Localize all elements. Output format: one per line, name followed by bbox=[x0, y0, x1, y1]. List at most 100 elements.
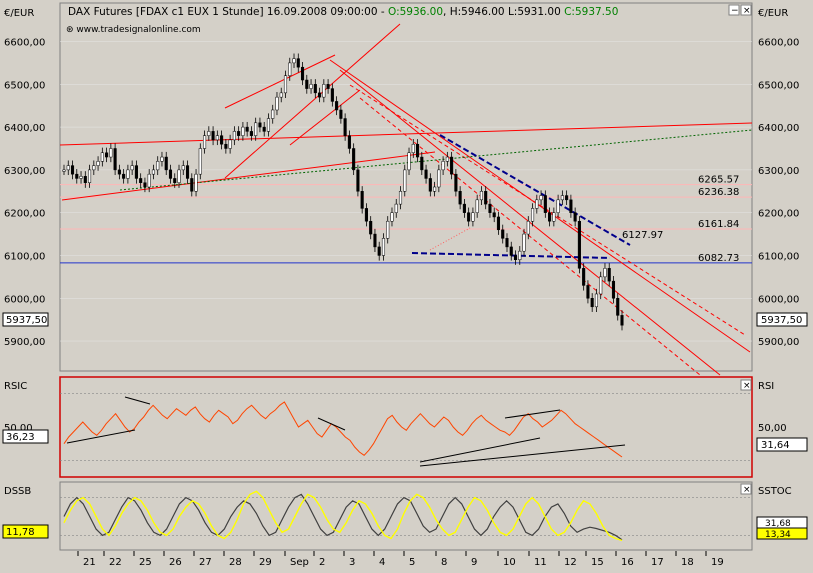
candle-body bbox=[373, 233, 377, 248]
svg-text:−: − bbox=[731, 6, 739, 16]
x-tick-label: 3 bbox=[349, 557, 355, 568]
candle-body bbox=[535, 199, 539, 209]
candle-body bbox=[458, 191, 462, 205]
level-label: 6082.73 bbox=[698, 253, 739, 264]
candle-body bbox=[513, 255, 518, 260]
candle-body bbox=[62, 169, 66, 172]
candle-body bbox=[75, 173, 79, 179]
candle-body bbox=[232, 131, 236, 141]
candle-body bbox=[109, 148, 113, 158]
candle-body bbox=[548, 212, 552, 222]
sstoc-current-right-label-2: 13,34 bbox=[765, 530, 791, 540]
candle-body bbox=[335, 101, 339, 111]
candle-body bbox=[616, 298, 620, 316]
candle-body bbox=[496, 216, 501, 231]
x-tick-label: 11 bbox=[534, 557, 547, 568]
candle-body bbox=[266, 118, 271, 132]
sstoc-title: SSTOC bbox=[758, 486, 792, 497]
candle-body bbox=[360, 191, 364, 209]
candle-body bbox=[96, 161, 100, 166]
candle-body bbox=[305, 79, 309, 89]
dssb-panel[interactable] bbox=[59, 481, 753, 551]
candle-body bbox=[407, 152, 411, 171]
candle-body bbox=[343, 118, 347, 136]
candle-body bbox=[450, 156, 454, 175]
x-tick-label: 8 bbox=[441, 557, 447, 568]
sstoc-current-right-label-1: 31,68 bbox=[765, 519, 791, 529]
candle-body bbox=[126, 169, 130, 179]
candle-body bbox=[620, 315, 624, 326]
rsi-close-button[interactable]: × bbox=[740, 379, 752, 391]
candle-body bbox=[356, 169, 360, 192]
candle-body bbox=[88, 169, 92, 183]
dssb-current-left: 11,78 bbox=[2, 524, 49, 539]
candle-body bbox=[185, 165, 190, 179]
candle-body bbox=[364, 208, 368, 222]
candle-body bbox=[241, 126, 245, 136]
close-button[interactable]: × bbox=[740, 4, 752, 16]
candle-body bbox=[556, 199, 560, 213]
candle-body bbox=[479, 191, 483, 201]
rsi-title: RSIC bbox=[4, 381, 27, 392]
candle-body bbox=[475, 199, 479, 213]
minimize-button[interactable]: − bbox=[728, 4, 740, 16]
x-tick-label: 21 bbox=[83, 557, 96, 568]
dssb-series-line bbox=[63, 490, 623, 542]
svg-text:×: × bbox=[743, 6, 751, 16]
sstoc-current-right: 31,68 13,34 bbox=[756, 516, 808, 540]
last-price-marker-left: 5937,50 bbox=[2, 312, 49, 327]
x-tick-label: 27 bbox=[199, 557, 212, 568]
candle-body bbox=[156, 161, 160, 171]
candle-body bbox=[322, 84, 326, 98]
candle-body bbox=[92, 165, 96, 171]
dssb-close-button[interactable]: × bbox=[740, 483, 752, 495]
dssb-title: DSSB bbox=[4, 486, 31, 497]
candle-body bbox=[526, 220, 530, 235]
last-price-left-label: 5937,50 bbox=[6, 315, 47, 326]
x-tick-label: 10 bbox=[503, 557, 516, 568]
x-tick-label: 25 bbox=[139, 557, 152, 568]
rsi-current-left: 36,23 bbox=[2, 429, 49, 444]
candle-body bbox=[211, 131, 215, 141]
price-tick-left: 6600,00 bbox=[4, 38, 45, 49]
svg-text:×: × bbox=[743, 485, 751, 495]
price-tick-left: 6100,00 bbox=[4, 251, 45, 262]
chart-title: DAX Futures [FDAX c1 EUX 1 Stunde] 16.09… bbox=[68, 6, 618, 18]
candle-body bbox=[70, 165, 75, 175]
candle-body bbox=[318, 92, 322, 98]
level-label: 6236.38 bbox=[698, 187, 739, 198]
x-tick-label: 2 bbox=[319, 557, 325, 568]
price-tick-right: 6000,00 bbox=[758, 294, 799, 305]
candle-body bbox=[522, 233, 526, 252]
candle-body bbox=[181, 165, 185, 171]
candle-body bbox=[594, 293, 598, 308]
candle-body bbox=[190, 178, 194, 192]
candle-body bbox=[330, 88, 334, 102]
candle-body bbox=[403, 169, 407, 192]
candle-body bbox=[300, 66, 305, 81]
candle-body bbox=[509, 246, 513, 256]
candle-body bbox=[386, 220, 390, 239]
price-tick-left: 5900,00 bbox=[4, 337, 45, 348]
candle-body bbox=[590, 298, 594, 308]
candle-body bbox=[599, 276, 603, 295]
candle-body bbox=[313, 84, 317, 94]
candle-body bbox=[530, 208, 535, 222]
x-tick-label: 18 bbox=[681, 557, 694, 568]
rsi-panel[interactable] bbox=[59, 376, 753, 478]
candle-body bbox=[271, 109, 275, 119]
candle-body bbox=[552, 212, 556, 222]
x-tick-label: 28 bbox=[229, 557, 242, 568]
candle-body bbox=[560, 195, 564, 201]
candle-body bbox=[66, 165, 70, 171]
candle-body bbox=[147, 173, 151, 188]
candle-body bbox=[441, 161, 445, 171]
price-tick-right: 6300,00 bbox=[758, 166, 799, 177]
candle-body bbox=[296, 58, 300, 68]
last-price-marker-right: 5937,50 bbox=[756, 312, 808, 327]
rsi-tick-left: 50,00 bbox=[4, 423, 33, 434]
candle-body bbox=[105, 152, 109, 158]
x-tick-label: 16 bbox=[621, 557, 634, 568]
x-tick-label: 5 bbox=[409, 557, 415, 568]
